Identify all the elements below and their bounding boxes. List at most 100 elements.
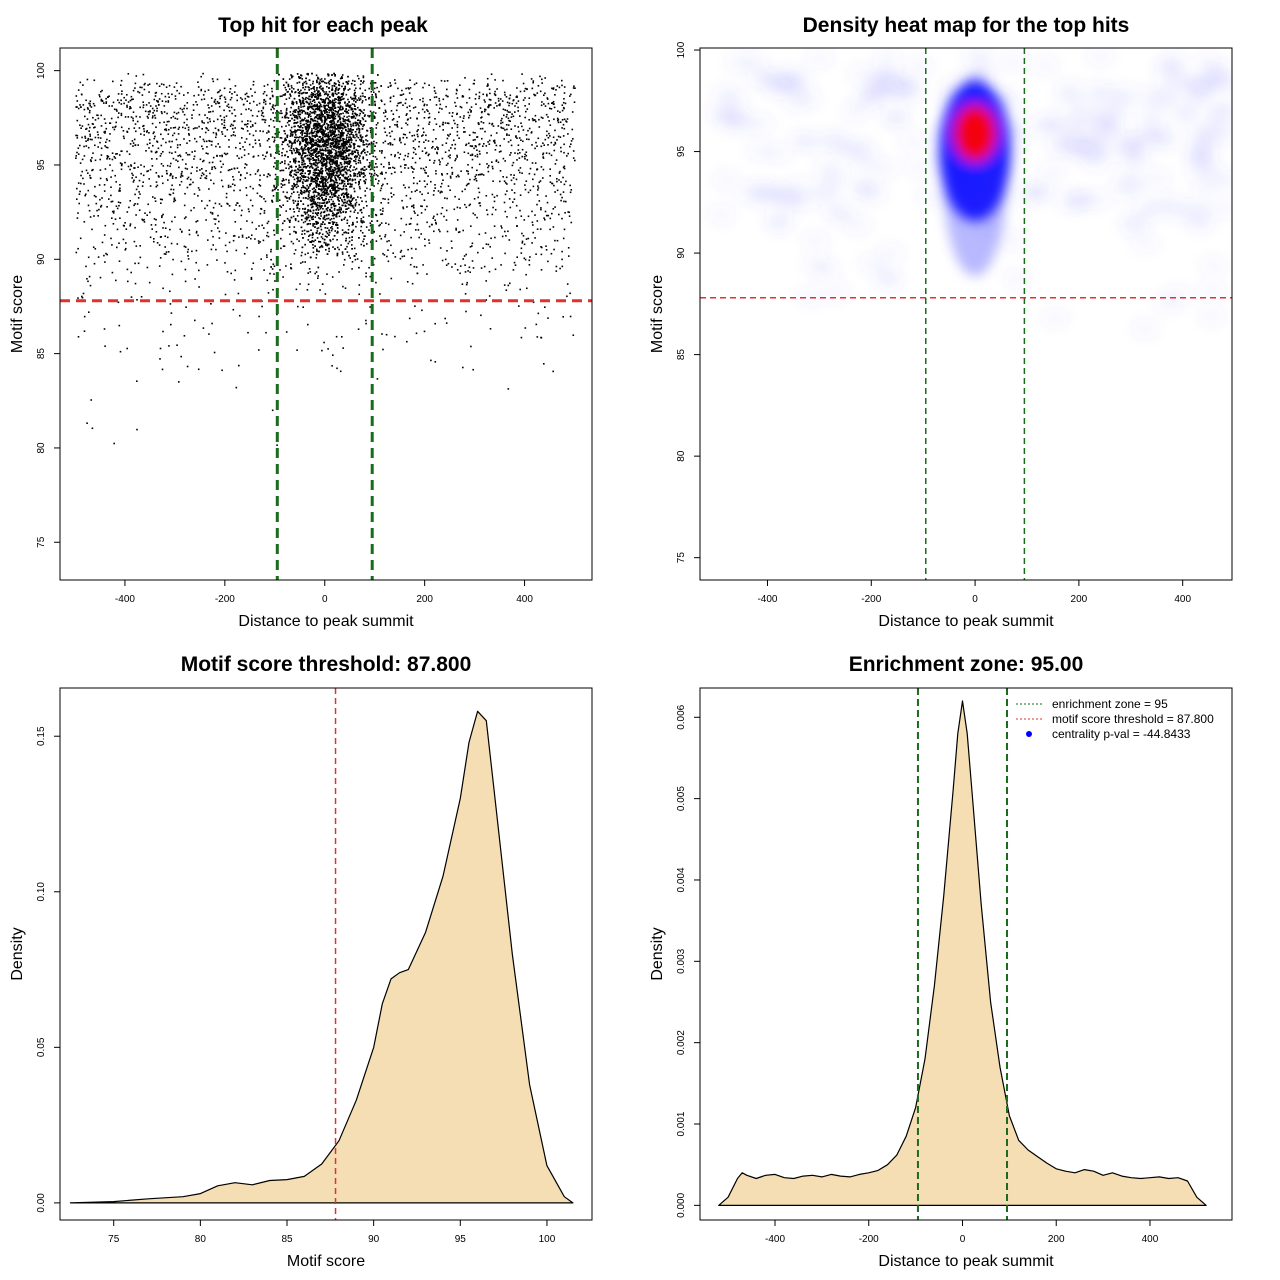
scatter-point xyxy=(408,131,411,134)
scatter-point xyxy=(380,187,383,190)
scatter-point xyxy=(556,85,559,87)
scatter-point xyxy=(335,86,338,89)
scatter-point xyxy=(250,276,253,279)
scatter-point xyxy=(340,157,343,160)
scatter-point xyxy=(419,191,421,193)
scatter-point xyxy=(159,347,162,350)
scatter-point xyxy=(214,98,217,101)
scatter-point xyxy=(247,120,249,122)
scatter-point xyxy=(534,214,536,216)
scatter-point xyxy=(423,141,425,143)
scatter-point xyxy=(326,191,329,194)
scatter-point xyxy=(187,258,190,260)
scatter-point xyxy=(278,131,280,134)
scatter-point xyxy=(360,218,363,220)
scatter-point xyxy=(155,231,158,233)
scatter-point xyxy=(430,359,432,362)
scatter-point xyxy=(357,106,359,109)
scatter-point xyxy=(404,133,407,136)
scatter-point xyxy=(232,134,235,136)
scatter-point xyxy=(328,83,331,85)
scatter-point xyxy=(292,188,294,191)
scatter-point xyxy=(303,191,306,194)
scatter-point xyxy=(333,113,336,116)
scatter-point xyxy=(427,154,430,157)
scatter-point xyxy=(384,131,387,133)
scatter-point xyxy=(556,180,558,183)
scatter-point xyxy=(169,303,172,305)
scatter-point xyxy=(312,174,315,176)
scatter-point xyxy=(563,86,566,88)
scatter-point xyxy=(405,114,408,116)
scatter-point xyxy=(318,90,320,93)
scatter-point xyxy=(254,238,256,240)
scatter-point xyxy=(347,89,350,91)
scatter-point xyxy=(351,268,353,270)
scatter-point xyxy=(483,110,486,113)
scatter-point xyxy=(121,90,123,92)
scatter-point xyxy=(543,94,545,96)
scatter-point xyxy=(136,120,139,123)
scatter-point xyxy=(303,160,305,163)
scatter-point xyxy=(263,85,266,87)
scatter-point xyxy=(130,116,133,118)
scatter-point xyxy=(300,186,303,189)
scatter-point xyxy=(493,196,496,198)
scatter-point xyxy=(500,225,502,227)
scatter-point xyxy=(122,224,125,227)
scatter-point xyxy=(332,354,334,356)
scatter-point xyxy=(479,107,482,109)
scatter-point xyxy=(373,257,376,260)
scatter-point xyxy=(393,138,396,141)
scatter-point xyxy=(337,157,339,160)
scatter-point xyxy=(341,251,344,253)
scatter-point xyxy=(89,174,91,177)
scatter-point xyxy=(549,217,552,220)
scatter-point xyxy=(404,186,406,189)
scatter-point xyxy=(92,102,95,105)
scatter-point xyxy=(293,178,296,181)
scatter-point xyxy=(210,248,213,251)
scatter-point xyxy=(285,89,287,91)
scatter-point xyxy=(149,236,152,239)
scatter-point xyxy=(306,124,309,127)
scatter-point xyxy=(186,124,188,126)
scatter-point xyxy=(103,254,105,257)
scatter-point xyxy=(263,210,266,212)
scatter-point xyxy=(426,109,428,111)
scatter-point xyxy=(241,120,243,123)
scatter-point xyxy=(188,229,191,231)
scatter-point xyxy=(514,152,516,154)
scatter-point xyxy=(304,217,307,220)
scatter-point xyxy=(333,99,336,102)
scatter-point xyxy=(420,212,423,214)
scatter-point xyxy=(250,237,252,240)
scatter-point xyxy=(494,102,497,104)
scatter-point xyxy=(504,193,507,196)
scatter-point xyxy=(368,115,370,118)
scatter-point xyxy=(472,212,475,215)
scatter-point xyxy=(400,94,403,96)
scatter-point xyxy=(491,123,493,126)
scatter-point xyxy=(163,83,165,86)
scatter-point xyxy=(487,113,489,115)
scatter-point xyxy=(574,87,576,89)
scatter-point xyxy=(563,167,566,170)
scatter-point xyxy=(262,239,265,242)
scatter-point xyxy=(342,188,345,190)
scatter-point xyxy=(172,192,175,194)
scatter-point xyxy=(330,176,333,178)
scatter-point xyxy=(215,132,217,135)
scatter-point xyxy=(471,153,474,156)
scatter-point xyxy=(303,81,306,84)
scatter-point xyxy=(154,135,156,138)
scatter-point xyxy=(331,123,334,125)
scatter-point xyxy=(487,243,490,246)
scatter-point xyxy=(341,229,344,231)
scatter-point xyxy=(491,161,493,163)
scatter-point xyxy=(116,207,119,210)
scatter-point xyxy=(301,230,304,232)
scatter-point xyxy=(340,77,342,80)
scatter-point xyxy=(290,174,292,177)
scatter-point xyxy=(410,247,413,250)
